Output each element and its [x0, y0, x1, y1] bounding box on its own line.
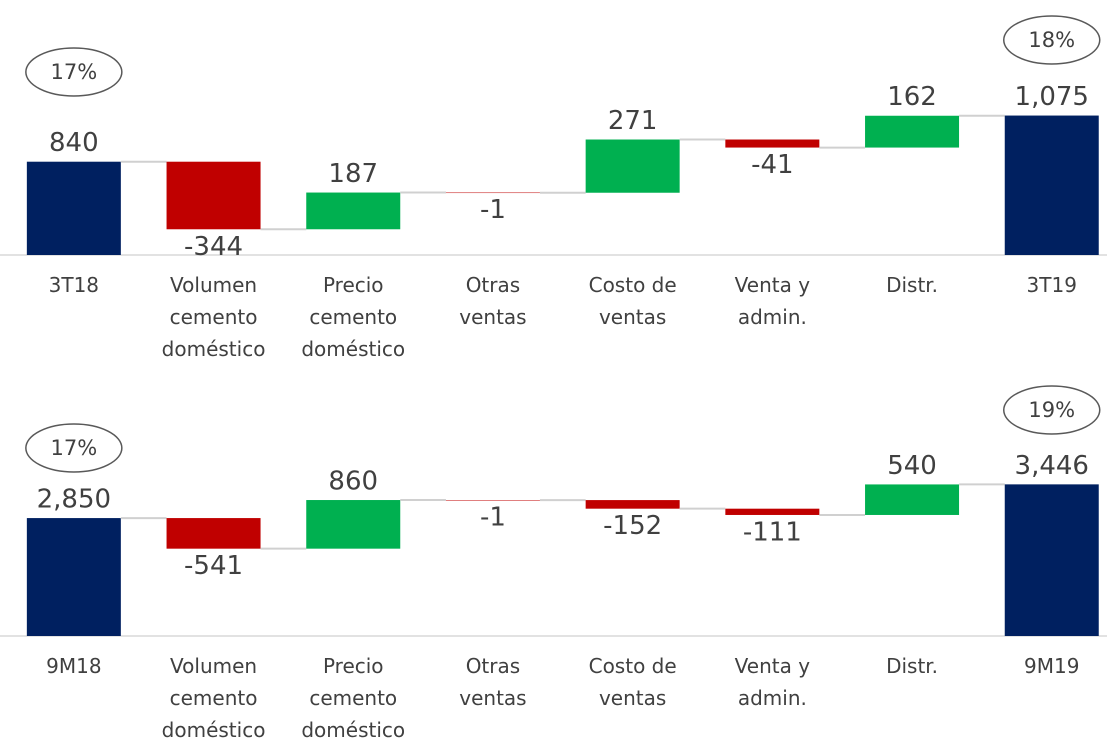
bar [26, 518, 121, 636]
category-label: Venta y admin. [734, 654, 811, 710]
bar [1004, 115, 1099, 255]
bar [166, 161, 261, 230]
data-label: -344 [184, 232, 243, 262]
data-label: 2,850 [37, 485, 111, 515]
data-label: 271 [608, 106, 658, 136]
category-label: Volumen cemento doméstico [161, 654, 266, 742]
data-label: -541 [184, 551, 243, 581]
bar [166, 518, 261, 549]
data-label: -111 [743, 517, 802, 547]
margin-label: 18% [1028, 28, 1075, 52]
category-label: 3T19 [1026, 273, 1077, 297]
data-label: 860 [328, 467, 378, 497]
bar [445, 192, 540, 194]
data-label: 3,446 [1015, 451, 1089, 481]
bar [725, 139, 820, 148]
category-label: Distr. [886, 273, 939, 297]
category-label: Distr. [886, 654, 939, 678]
data-label: 1,075 [1015, 82, 1089, 112]
category-label: Precio cemento doméstico [301, 654, 406, 742]
category-label: 9M18 [46, 654, 102, 678]
data-label: 187 [328, 159, 378, 189]
category-label: Otras ventas [459, 273, 527, 329]
bar [306, 500, 401, 549]
margin-label: 17% [51, 60, 98, 84]
bar [865, 484, 960, 515]
margin-ellipse [25, 423, 123, 473]
bar [585, 139, 680, 193]
bar [865, 115, 960, 148]
bar [445, 500, 540, 501]
category-label: Volumen cemento doméstico [161, 273, 266, 361]
data-label: -1 [480, 503, 506, 533]
data-label: -152 [603, 511, 662, 541]
data-label: 540 [887, 451, 937, 481]
category-label: Costo de ventas [588, 273, 677, 329]
category-label: 9M19 [1024, 654, 1080, 678]
bar [725, 508, 820, 515]
margin-ellipse [1003, 385, 1101, 435]
data-label: 162 [887, 82, 937, 112]
bar [585, 500, 680, 509]
data-label: 840 [49, 128, 99, 158]
bar [306, 192, 401, 230]
bar [26, 161, 121, 255]
category-label: Otras ventas [459, 654, 527, 710]
data-label: -1 [480, 195, 506, 225]
margin-label: 17% [51, 436, 98, 460]
category-label: Venta y admin. [734, 273, 811, 329]
margin-ellipse [1003, 15, 1101, 65]
bar [1004, 484, 1099, 636]
data-label: -41 [751, 150, 793, 180]
margin-label: 19% [1028, 398, 1075, 422]
margin-ellipse [25, 47, 123, 97]
category-label: Precio cemento doméstico [301, 273, 406, 361]
category-label: Costo de ventas [588, 654, 677, 710]
category-label: 3T18 [48, 273, 100, 297]
